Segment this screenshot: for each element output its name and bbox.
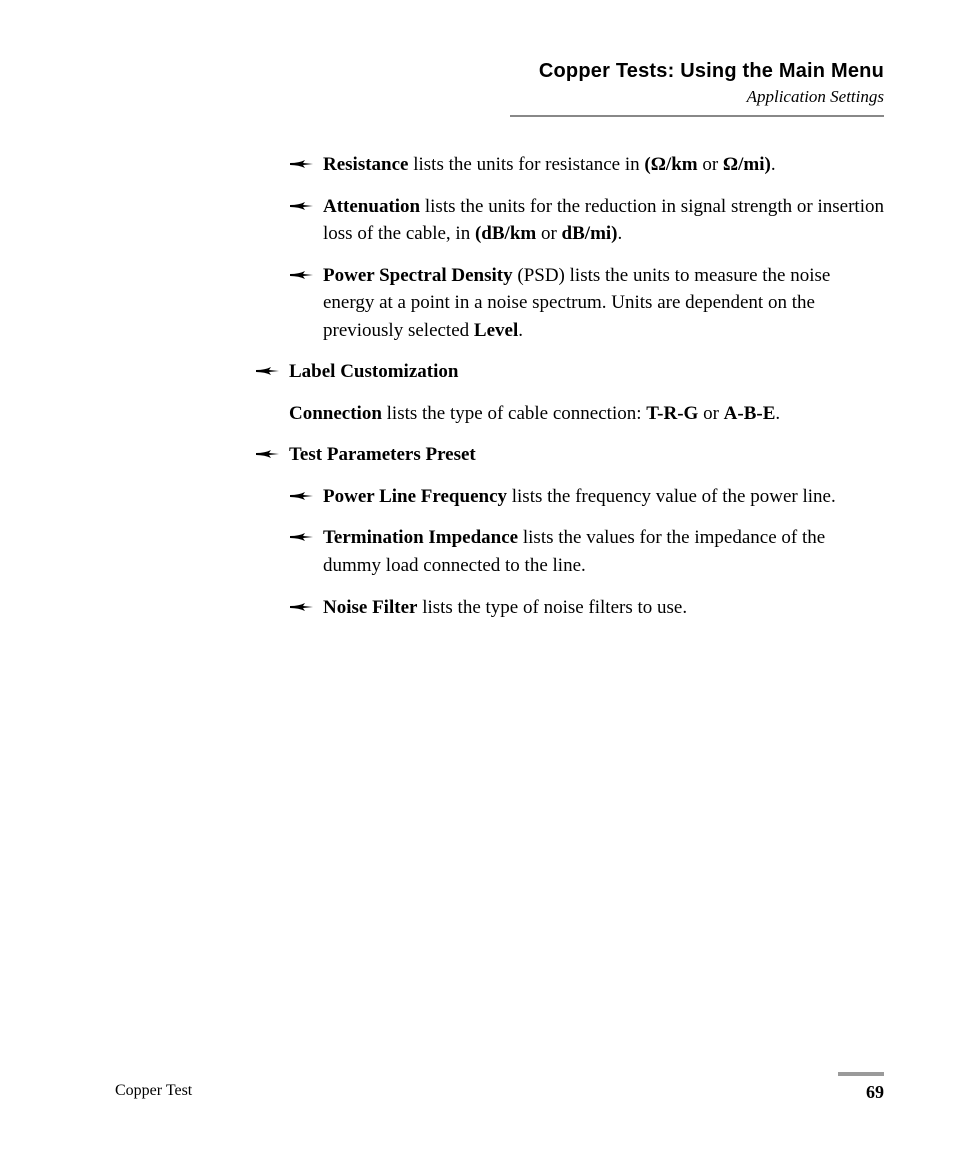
bullet-arrow-icon	[289, 266, 313, 284]
list-item-text: Power Line Frequency lists the frequency…	[323, 486, 836, 507]
list-item: Power Spectral Density (PSD) lists the u…	[289, 262, 884, 345]
bullet-arrow-icon	[255, 445, 279, 463]
header-title: Copper Tests: Using the Main Menu	[510, 60, 884, 83]
list-item: Attenuation lists the units for the redu…	[289, 193, 884, 248]
page-content: Resistance lists the units for resistanc…	[115, 151, 884, 621]
bullet-arrow-icon	[289, 155, 313, 173]
list-item-text: Power Spectral Density (PSD) lists the u…	[323, 265, 830, 341]
list-item: Resistance lists the units for resistanc…	[289, 151, 884, 179]
list-item: Test Parameters Preset	[255, 441, 884, 469]
bullet-arrow-icon	[289, 598, 313, 616]
list-item-text: Resistance lists the units for resistanc…	[323, 154, 776, 175]
list-item-text: Connection lists the type of cable conne…	[289, 403, 780, 424]
page-header: Copper Tests: Using the Main Menu Applic…	[510, 60, 884, 117]
footer-left: Copper Test	[115, 1082, 192, 1103]
header-subtitle: Application Settings	[510, 87, 884, 107]
list-item-text: Noise Filter lists the type of noise fil…	[323, 597, 687, 618]
bullet-arrow-icon	[289, 197, 313, 215]
list-item: Noise Filter lists the type of noise fil…	[289, 594, 884, 622]
page: Copper Tests: Using the Main Menu Applic…	[0, 0, 954, 1159]
list-item: Label Customization	[255, 358, 884, 386]
list-item: Power Line Frequency lists the frequency…	[289, 483, 884, 511]
footer-page-number: 69	[866, 1082, 884, 1103]
bullet-arrow-icon	[289, 487, 313, 505]
page-footer: Copper Test 69	[115, 1082, 884, 1103]
list-item: Termination Impedance lists the values f…	[289, 524, 884, 579]
list-item-text: Test Parameters Preset	[289, 444, 476, 465]
list-item-text: Attenuation lists the units for the redu…	[323, 196, 884, 245]
bullet-arrow-icon	[255, 362, 279, 380]
bullet-arrow-icon	[289, 528, 313, 546]
list-item-text: Termination Impedance lists the values f…	[323, 527, 825, 576]
list-item: Connection lists the type of cable conne…	[289, 400, 884, 428]
list-item-text: Label Customization	[289, 361, 458, 382]
footer-accent-bar	[838, 1072, 884, 1076]
